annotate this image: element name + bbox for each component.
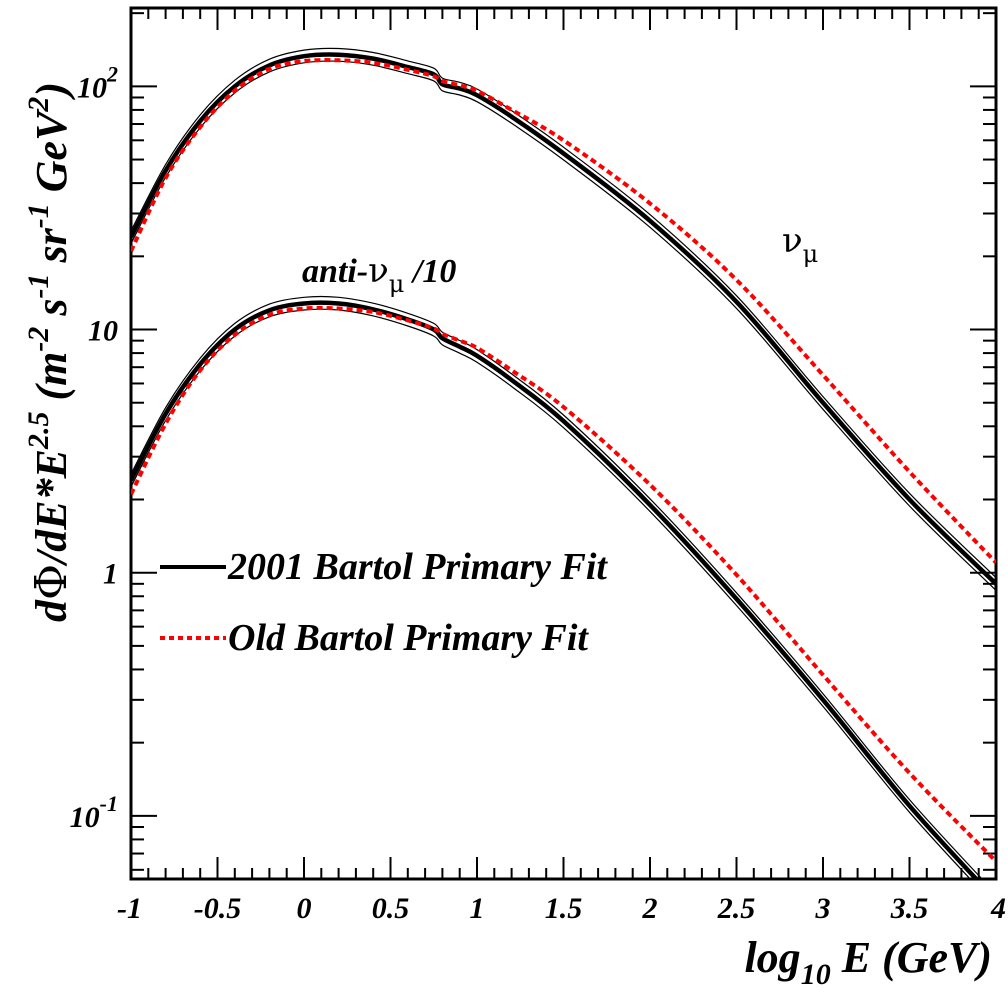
x-axis-title: log10 E (GeV): [744, 933, 992, 991]
legend-label-2001: 2001 Bartol Primary Fit: [227, 546, 608, 588]
y-tick-label: 10: [88, 315, 118, 348]
legend: 2001 Bartol Primary Fit Old Bartol Prima…: [160, 546, 608, 659]
x-tick-label: 2: [642, 892, 658, 925]
y-axis-title: dΦ/dE*E2.5 (m-2 s-1 sr-1 GeV2): [22, 82, 77, 622]
x-tick-label: 2.5: [717, 892, 756, 925]
x-tick-label: 0: [297, 892, 312, 925]
x-tick-label: -0.5: [194, 892, 242, 925]
series-layer: [131, 47, 996, 879]
series-band-line: [131, 60, 996, 591]
x-tick-label: 3: [815, 892, 831, 925]
x-tick-label: 1.5: [545, 892, 583, 925]
x-tick-label: -1: [117, 892, 142, 925]
y-tick-label: 1: [103, 558, 118, 591]
series-line-old: [131, 58, 996, 564]
series-line-2001: [131, 300, 980, 879]
x-tick-label: 1: [470, 892, 485, 925]
x-tick-label: 3.5: [890, 892, 929, 925]
axis-ticks: [130, 8, 997, 879]
x-tick-label: 4: [990, 892, 1006, 925]
tick-labels: -1 -0.5 0 0.5 1 1.5 2 2.5 3 3.5 4 10-1 1 10 102: [70, 61, 1006, 925]
series-line-2001: [131, 52, 996, 586]
annotation-numu: νμ: [782, 221, 818, 268]
legend-label-old: Old Bartol Primary Fit: [228, 617, 589, 659]
y-tick-label: 10-1: [70, 791, 118, 834]
y-tick-label: 102: [77, 61, 118, 104]
series-band-line: [131, 47, 996, 579]
annotation-anti-numu: anti-νμ /10: [302, 251, 456, 298]
series-band-line: [131, 308, 971, 879]
series-band-line: [131, 295, 983, 879]
x-tick-label: 0.5: [372, 892, 410, 925]
